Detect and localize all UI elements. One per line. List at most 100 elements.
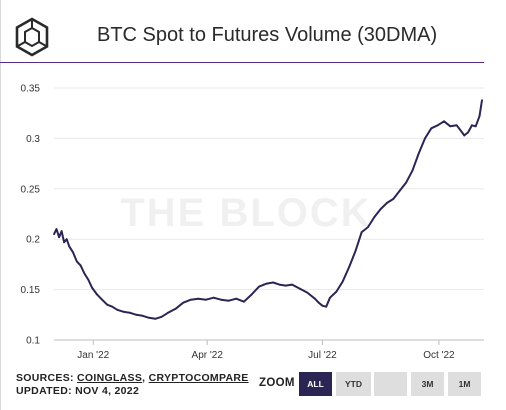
data-point — [220, 298, 223, 301]
data-point — [72, 251, 74, 254]
data-point — [329, 296, 331, 299]
data-point — [417, 152, 420, 155]
data-point — [314, 297, 316, 300]
data-point — [335, 290, 338, 293]
zoom-label: ZOOM — [259, 377, 295, 389]
data-point — [227, 299, 230, 302]
data-point — [325, 305, 328, 308]
x-tick-label: Apr '22 — [192, 350, 224, 361]
data-point — [481, 99, 483, 101]
zoom-3m-button[interactable]: 3M — [411, 372, 444, 396]
data-point — [463, 134, 466, 137]
data-point — [354, 250, 357, 253]
sources-block: SOURCES: COINGLASS, CRYPTOCOMPARE UPDATE… — [16, 372, 249, 398]
title-divider — [0, 62, 484, 63]
the-block-logo-icon — [15, 17, 49, 57]
x-tick-label: Jan '22 — [77, 350, 109, 361]
data-point — [430, 127, 433, 130]
data-point — [122, 310, 125, 313]
data-point — [398, 189, 401, 192]
y-tick-label: 0.3 — [26, 134, 40, 145]
data-point — [298, 287, 301, 290]
data-point — [373, 216, 376, 218]
grid-lines — [54, 87, 484, 341]
data-point — [111, 305, 114, 308]
data-point — [471, 124, 473, 127]
data-point — [321, 304, 324, 307]
zoom-all-button[interactable]: ALL — [299, 372, 332, 396]
data-point — [243, 300, 245, 303]
data-point — [141, 314, 144, 317]
data-point — [235, 297, 238, 300]
line-chart: THE BLOCK 0.1 0.15 0.2 0.25 0.3 0.35 Jan '22 Ap… — [21, 84, 484, 362]
data-point — [65, 238, 68, 241]
data-point — [405, 181, 407, 184]
data-point — [148, 316, 150, 319]
frame-border — [0, 0, 1, 410]
y-tick-label: 0.35 — [21, 84, 41, 95]
data-point — [87, 278, 90, 281]
source-cryptocompare-link[interactable]: CRYPTOCOMPARE — [148, 372, 249, 384]
data-point — [83, 272, 86, 275]
data-point — [392, 198, 395, 200]
data-point — [278, 283, 281, 286]
data-point — [367, 226, 369, 229]
data-point — [55, 228, 58, 231]
data-point — [272, 281, 274, 284]
source-coinglass-link[interactable]: COINGLASS — [77, 372, 143, 384]
chart-title: BTC Spot to Futures Volume (30DMA) — [97, 24, 438, 46]
data-point — [455, 124, 458, 127]
data-point — [291, 283, 293, 286]
axis-labels: 0.1 0.15 0.2 0.25 0.3 0.35 Jan '22 Apr '22 Jul '… — [21, 84, 456, 362]
data-point — [212, 296, 215, 299]
data-point — [189, 298, 192, 301]
zoom-blank-button[interactable] — [374, 372, 407, 396]
y-tick-label: 0.25 — [21, 184, 41, 195]
data-point — [116, 308, 119, 311]
x-tick-label: Jul '22 — [308, 350, 337, 361]
data-point — [348, 266, 350, 269]
data-point — [250, 293, 253, 296]
data-point — [53, 233, 55, 236]
data-point — [154, 317, 157, 320]
data-point — [75, 260, 78, 263]
sources-separator: , — [142, 372, 149, 384]
data-point — [129, 311, 131, 314]
y-tick-label: 0.15 — [21, 285, 41, 296]
data-points — [53, 99, 483, 320]
data-point — [258, 285, 260, 288]
data-point — [167, 311, 169, 314]
data-point — [197, 297, 200, 300]
data-point — [106, 303, 109, 306]
sources-prefix: SOURCES: — [16, 372, 78, 384]
zoom-1m-button[interactable]: 1M — [448, 372, 481, 396]
data-point — [96, 293, 98, 296]
x-tick-label: Oct '22 — [423, 350, 455, 361]
data-point — [443, 120, 445, 123]
data-point — [411, 169, 414, 172]
watermark: THE BLOCK — [120, 191, 371, 235]
data-point — [284, 284, 287, 287]
data-point — [379, 208, 382, 210]
data-point — [474, 125, 477, 128]
data-point — [135, 313, 138, 316]
data-point — [174, 307, 177, 310]
y-tick-label: 0.1 — [26, 336, 40, 347]
data-point — [436, 124, 439, 127]
data-point — [265, 282, 268, 285]
data-point — [424, 137, 426, 140]
data-point — [205, 298, 207, 301]
data-point — [58, 236, 60, 239]
data-point — [182, 301, 185, 304]
data-point — [160, 315, 163, 318]
data-point — [63, 241, 65, 244]
zoom-ytd-button[interactable]: YTD — [336, 372, 371, 396]
data-point — [60, 230, 63, 233]
data-point — [467, 131, 469, 134]
data-point — [68, 245, 71, 248]
data-point — [101, 298, 103, 301]
sources-line: SOURCES: COINGLASS, CRYPTOCOMPARE — [16, 372, 249, 385]
data-point — [306, 291, 309, 294]
data-point — [449, 125, 452, 128]
data-point — [79, 264, 82, 267]
